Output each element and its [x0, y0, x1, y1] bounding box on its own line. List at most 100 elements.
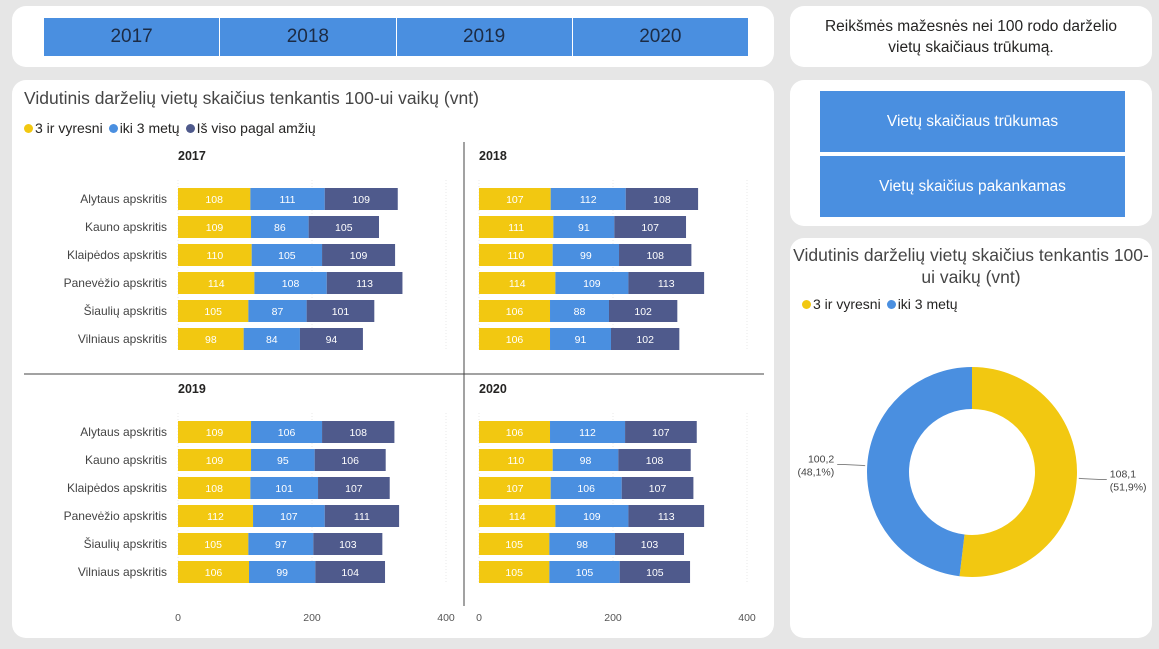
bar-under3[interactable]: [553, 216, 615, 238]
bar-total[interactable]: [314, 449, 386, 471]
bar-total[interactable]: [322, 244, 396, 266]
bar-under3[interactable]: [251, 449, 315, 471]
bar-under3[interactable]: [250, 188, 325, 210]
legend-dot-total: [185, 123, 195, 133]
legend-item-under3[interactable]: iki 3 metų: [108, 120, 180, 136]
bar-older[interactable]: [178, 216, 252, 238]
bar-under3[interactable]: [253, 505, 325, 527]
bar-older[interactable]: [178, 449, 252, 471]
bar-under3[interactable]: [552, 244, 620, 266]
donut-legend-item-older[interactable]: 3 ir vyresni: [802, 296, 881, 312]
bar-value-label: 110: [507, 250, 524, 262]
bar-older[interactable]: [178, 561, 250, 583]
bar-under3[interactable]: [550, 300, 609, 322]
bar-older[interactable]: [178, 421, 252, 443]
donut-slice-older[interactable]: [959, 367, 1077, 577]
bar-total[interactable]: [324, 505, 400, 527]
bar-older[interactable]: [479, 244, 553, 266]
bar-older[interactable]: [178, 533, 249, 555]
bar-charts-legend: 3 ir vyresni iki 3 metų Iš viso pagal am…: [24, 120, 322, 136]
bar-total[interactable]: [318, 477, 390, 499]
bar-under3[interactable]: [250, 477, 319, 499]
bar-older[interactable]: [178, 244, 252, 266]
bar-older[interactable]: [479, 449, 553, 471]
bar-value-label: 104: [341, 567, 359, 579]
bar-under3[interactable]: [550, 421, 626, 443]
bar-total[interactable]: [610, 328, 680, 350]
bar-under3[interactable]: [550, 477, 622, 499]
enough-button[interactable]: Vietų skaičius pakankamas: [820, 156, 1125, 217]
bar-under3[interactable]: [549, 561, 620, 583]
category-label: Kauno apskritis: [85, 220, 167, 234]
bar-older[interactable]: [479, 272, 556, 294]
bar-total[interactable]: [628, 272, 705, 294]
bar-total[interactable]: [608, 300, 678, 322]
bar-total[interactable]: [614, 216, 687, 238]
bar-under3[interactable]: [249, 561, 316, 583]
bar-older[interactable]: [479, 216, 554, 238]
bar-total[interactable]: [308, 216, 379, 238]
donut-legend-item-under3[interactable]: iki 3 metų: [886, 296, 958, 312]
bar-older[interactable]: [178, 188, 251, 210]
bar-total[interactable]: [625, 421, 697, 443]
bar-total[interactable]: [326, 272, 403, 294]
donut-leader-line: [1078, 477, 1107, 481]
year-button-2020[interactable]: 2020: [572, 18, 748, 56]
bar-older[interactable]: [178, 300, 249, 322]
year-button-2017[interactable]: 2017: [44, 18, 221, 56]
bar-value-label: 108: [646, 250, 664, 262]
year-button-2019[interactable]: 2019: [396, 18, 573, 56]
bar-total[interactable]: [299, 328, 363, 350]
bar-total[interactable]: [619, 561, 691, 583]
legend-item-older[interactable]: 3 ir vyresni: [24, 120, 103, 136]
bar-older[interactable]: [479, 421, 551, 443]
bar-under3[interactable]: [549, 533, 616, 555]
bar-under3[interactable]: [555, 272, 629, 294]
bar-under3[interactable]: [555, 505, 629, 527]
bar-total[interactable]: [615, 533, 685, 555]
bar-total[interactable]: [619, 244, 692, 266]
bar-total[interactable]: [618, 449, 691, 471]
bar-total[interactable]: [628, 505, 705, 527]
bar-older[interactable]: [479, 477, 551, 499]
bar-total[interactable]: [625, 188, 699, 210]
bar-total[interactable]: [313, 533, 383, 555]
bar-under3[interactable]: [550, 328, 611, 350]
bar-under3[interactable]: [248, 533, 314, 555]
bar-under3[interactable]: [254, 272, 327, 294]
donut-legend-label-older: 3 ir vyresni: [813, 296, 881, 312]
bar-under3[interactable]: [550, 188, 626, 210]
bar-chart-panel-2019: 2019 Alytaus apskritis 109 106 108 Kauno apsk…: [64, 382, 455, 624]
bar-total[interactable]: [324, 188, 398, 210]
shortage-button[interactable]: Vietų skaičiaus trūkumas: [820, 91, 1125, 152]
bar-under3[interactable]: [552, 449, 619, 471]
bar-value-label: 108: [282, 278, 300, 290]
bar-older[interactable]: [479, 533, 550, 555]
bar-under3[interactable]: [243, 328, 300, 350]
bar-under3[interactable]: [251, 216, 309, 238]
bar-older[interactable]: [479, 300, 551, 322]
bar-older[interactable]: [479, 188, 551, 210]
bar-total[interactable]: [621, 477, 694, 499]
year-button-2018[interactable]: 2018: [220, 18, 397, 56]
bar-total[interactable]: [306, 300, 375, 322]
bar-value-label: 112: [207, 511, 224, 523]
legend-item-total[interactable]: Iš viso pagal amžių: [185, 120, 316, 136]
bar-total[interactable]: [322, 421, 395, 443]
bar-total[interactable]: [315, 561, 386, 583]
bar-older[interactable]: [178, 328, 244, 350]
bar-older[interactable]: [178, 477, 251, 499]
bar-older[interactable]: [479, 505, 556, 527]
bar-under3[interactable]: [251, 244, 323, 266]
bar-value-label: 107: [649, 483, 667, 495]
donut-slice-under3[interactable]: [866, 367, 972, 577]
bar-under3[interactable]: [248, 300, 307, 322]
bar-value-label: 105: [204, 306, 222, 318]
donut-legend-dot-older: [802, 299, 811, 309]
bar-under3[interactable]: [251, 421, 323, 443]
bar-older[interactable]: [178, 272, 255, 294]
bar-older[interactable]: [178, 505, 254, 527]
bar-older[interactable]: [479, 561, 550, 583]
bar-value-label: 91: [575, 334, 587, 346]
bar-older[interactable]: [479, 328, 551, 350]
